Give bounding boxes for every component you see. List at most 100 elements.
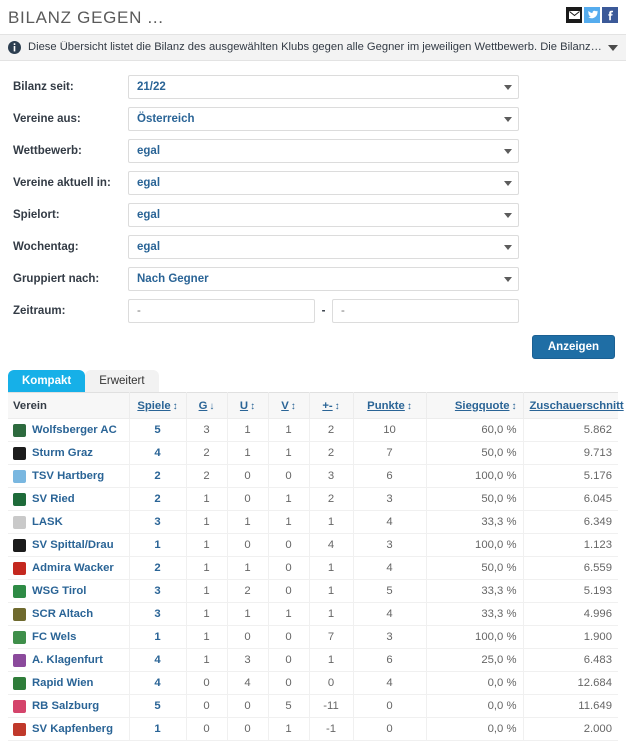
table-row: SCR Altach 3 1 1 1 1 4 33,3 % 4.996 (8, 602, 618, 626)
col-header-diff[interactable]: +- ↕ (308, 392, 354, 419)
cell-punkte: 6 (352, 648, 427, 672)
cell-verein: FC Wels (8, 625, 130, 649)
table-row: WSG Tirol 3 1 2 0 1 5 33,3 % 5.193 (8, 579, 618, 603)
share-buttons (566, 7, 618, 23)
col-header-u[interactable]: U ↕ (226, 392, 269, 419)
sort-link-u[interactable]: U (239, 399, 249, 412)
select-gruppiert-nach[interactable]: Nach Gegner (128, 267, 519, 291)
balance-table-body: Wolfsberger AC 5 3 1 1 2 10 60,0 % 5.862 Sturm Gr… (8, 418, 618, 741)
zeitraum-separator: - (321, 305, 326, 317)
col-header-zuschauerschnitt[interactable]: Zuschauerschnitt↕ (522, 392, 626, 419)
select-vereine-aktuell-in[interactable]: egal (128, 171, 519, 195)
sort-link-g[interactable]: G (198, 399, 208, 412)
cell-siegquote: 0,0 % (425, 694, 524, 718)
col-header-spiele[interactable]: Spiele ↕ (128, 392, 187, 419)
select-wettbewerb[interactable]: egal (128, 139, 519, 163)
cell-verein: TSV Hartberg (8, 464, 130, 488)
twitter-share-button[interactable] (584, 7, 600, 23)
cell-diff: 1 (308, 556, 354, 580)
club-link[interactable]: FC Wels (32, 631, 77, 643)
sort-link-siegquote[interactable]: Siegquote (454, 399, 510, 412)
cell-g: 2 (185, 464, 228, 488)
club-crest-icon (13, 699, 26, 713)
club-link[interactable]: RB Salzburg (32, 700, 100, 712)
cell-verein: Rapid Wien (8, 671, 130, 695)
sort-link-diff[interactable]: +- (322, 399, 333, 412)
club-link[interactable]: Admira Wacker (32, 562, 114, 574)
cell-siegquote: 60,0 % (425, 418, 524, 442)
cell-v: 1 (267, 441, 310, 465)
sort-link-v[interactable]: V (281, 399, 289, 412)
form-row-wettbewerb: Wettbewerb: egal (8, 135, 618, 167)
cell-u: 0 (226, 464, 269, 488)
cell-spiele: 4 (128, 671, 187, 695)
select-vereine-aus[interactable]: Österreich (128, 107, 519, 131)
cell-diff: 2 (308, 487, 354, 511)
cell-g: 1 (185, 487, 228, 511)
label-wochentag: Wochentag: (13, 241, 79, 253)
select-wochentag[interactable]: egal (128, 235, 519, 259)
cell-siegquote: 100,0 % (425, 464, 524, 488)
cell-punkte: 0 (352, 694, 427, 718)
sort-link-zuschauerschnitt[interactable]: Zuschauerschnitt (529, 399, 624, 412)
anzeigen-button[interactable]: Anzeigen (531, 335, 615, 359)
tab-kompakt[interactable]: Kompakt (8, 370, 86, 392)
sort-link-spiele[interactable]: Spiele (137, 399, 171, 412)
club-link[interactable]: SCR Altach (32, 608, 94, 620)
label-vereine-aus: Vereine aus: (13, 113, 81, 125)
cell-zuschauerschnitt: 1.123 (522, 533, 618, 557)
cell-u: 4 (226, 671, 269, 695)
zeitraum-from-input[interactable] (128, 299, 315, 323)
cell-siegquote: 50,0 % (425, 441, 524, 465)
cell-v: 0 (267, 671, 310, 695)
table-row: RB Salzburg 5 0 0 5 -11 0 0,0 % 11.649 (8, 694, 618, 718)
club-link[interactable]: TSV Hartberg (32, 470, 105, 482)
facebook-share-button[interactable] (602, 7, 618, 23)
sort-both-icon: ↕ (334, 400, 340, 412)
club-link[interactable]: SV Kapfenberg (32, 723, 113, 735)
cell-g: 1 (185, 533, 228, 557)
club-link[interactable]: SV Spittal/Drau (32, 539, 114, 551)
cell-g: 1 (185, 648, 228, 672)
sort-desc-icon: ↓ (209, 400, 215, 412)
club-link[interactable]: LASK (32, 516, 63, 528)
cell-v: 0 (267, 625, 310, 649)
info-banner[interactable]: Diese Übersicht listet die Bilanz des au… (0, 34, 626, 61)
club-link[interactable]: WSG Tirol (32, 585, 87, 597)
cell-diff: 7 (308, 625, 354, 649)
club-crest-icon (13, 515, 26, 529)
cell-siegquote: 33,3 % (425, 602, 524, 626)
cell-spiele: 2 (128, 556, 187, 580)
club-link[interactable]: Rapid Wien (32, 677, 94, 689)
cell-spiele: 1 (128, 717, 187, 741)
club-link[interactable]: SV Ried (32, 493, 75, 505)
col-header-siegquote[interactable]: Siegquote ↕ (425, 392, 524, 419)
cell-spiele: 1 (128, 533, 187, 557)
club-crest-icon (13, 538, 26, 552)
cell-g: 0 (185, 671, 228, 695)
label-gruppiert-nach: Gruppiert nach: (13, 273, 100, 285)
table-row: SV Ried 2 1 0 1 2 3 50,0 % 6.045 (8, 487, 618, 511)
zeitraum-to-input[interactable] (332, 299, 519, 323)
cell-u: 0 (226, 694, 269, 718)
cell-diff: 1 (308, 602, 354, 626)
cell-g: 0 (185, 717, 228, 741)
cell-zuschauerschnitt: 2.000 (522, 717, 618, 741)
col-header-punkte[interactable]: Punkte ↕ (352, 392, 427, 419)
cell-spiele: 1 (128, 625, 187, 649)
cell-siegquote: 50,0 % (425, 487, 524, 511)
col-header-g[interactable]: G ↓ (185, 392, 228, 419)
club-link[interactable]: A. Klagenfurt (32, 654, 103, 666)
chevron-down-icon[interactable] (608, 44, 618, 51)
col-header-v[interactable]: V ↕ (267, 392, 310, 419)
club-crest-icon (13, 630, 26, 644)
mail-share-button[interactable] (566, 7, 582, 23)
club-link[interactable]: Sturm Graz (32, 447, 93, 459)
select-bilanz-seit[interactable]: 21/22 (128, 75, 519, 99)
tab-erweitert[interactable]: Erweitert (85, 370, 159, 392)
club-link[interactable]: Wolfsberger AC (32, 424, 117, 436)
cell-u: 0 (226, 717, 269, 741)
sort-both-icon: ↕ (172, 400, 178, 412)
select-spielort[interactable]: egal (128, 203, 519, 227)
sort-link-punkte[interactable]: Punkte (367, 399, 405, 412)
